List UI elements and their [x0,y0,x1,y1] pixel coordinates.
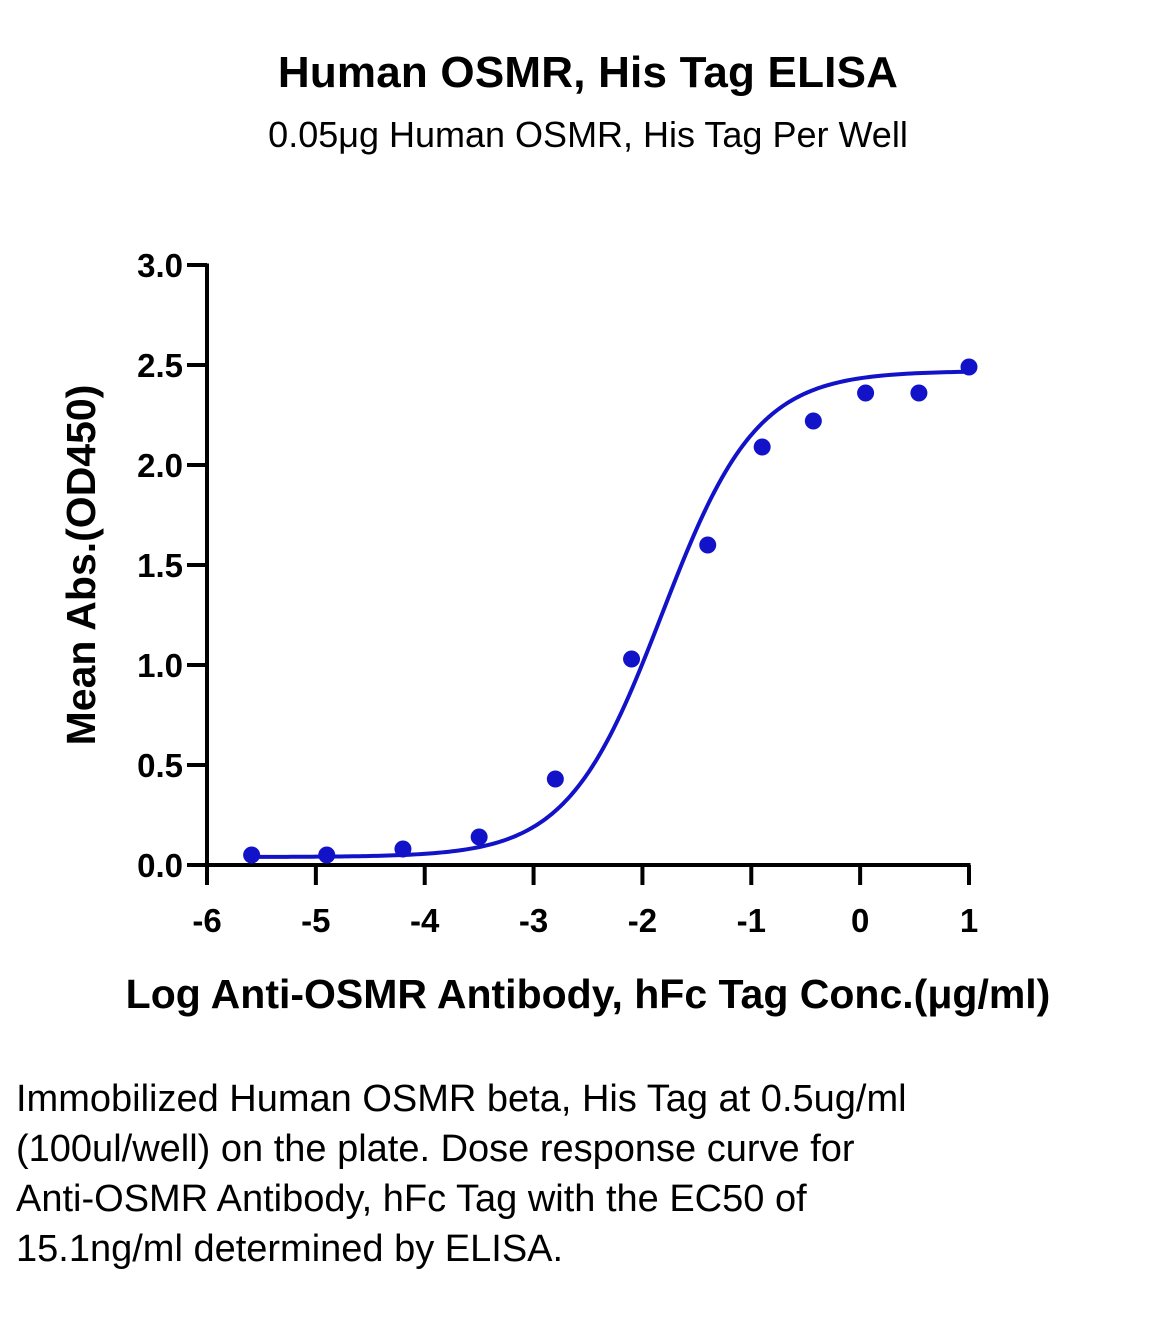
y-axis-ticks: 0.0 0.5 1.0 1.5 2.0 2.5 3.0 [137,247,207,884]
data-point [546,770,564,788]
x-tick-label: -4 [410,902,440,939]
data-point [804,412,822,430]
y-tick-label: 3.0 [137,247,183,284]
y-axis-title: Mean Abs.(OD450) [58,385,104,746]
fit-curve [251,369,970,859]
data-point [243,846,261,864]
data-point [470,828,488,846]
x-tick-label: -3 [519,902,548,939]
data-point [699,536,717,554]
y-tick-label: 1.5 [137,547,183,584]
data-point [318,846,336,864]
x-axis-title: Log Anti-OSMR Antibody, hFc Tag Conc.(μg… [126,971,1051,1017]
x-tick-label: -1 [737,902,766,939]
y-tick-label: 0.0 [137,847,183,884]
data-point [857,384,875,402]
x-tick-label: -2 [628,902,657,939]
x-axis-ticks: -6 -5 -4 -3 -2 -1 0 1 [192,865,978,939]
x-tick-label: -5 [301,902,330,939]
data-point [960,358,978,376]
figure-caption: Immobilized Human OSMR beta, His Tag at … [16,1078,907,1270]
fit-curve-layer [251,369,970,859]
x-tick-label: 0 [851,902,869,939]
x-tick-label: -6 [192,902,221,939]
data-point [910,384,928,402]
data-point [753,438,771,456]
chart-title: Human OSMR, His Tag ELISA [277,48,899,97]
y-tick-label: 1.0 [137,647,183,684]
y-tick-label: 2.0 [137,447,183,484]
data-points-layer [243,358,978,864]
chart-subtitle: 0.05μg Human OSMR, His Tag Per Well [268,114,908,155]
y-tick-label: 2.5 [137,347,183,384]
data-point [394,840,412,858]
y-tick-label: 0.5 [137,747,183,784]
x-tick-label: 1 [960,902,978,939]
data-point [623,650,641,668]
